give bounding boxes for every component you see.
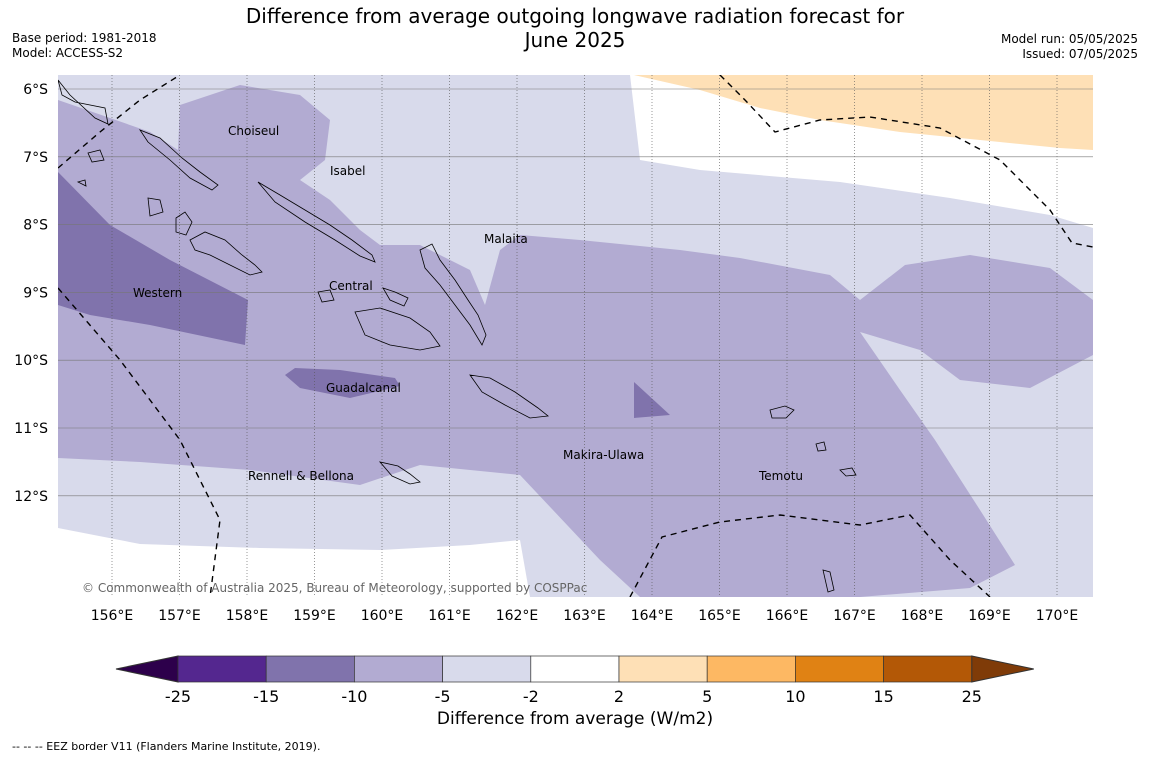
anomaly-region-strong-west — [58, 172, 248, 345]
colorbar-under-arrow — [115, 655, 179, 683]
colorbar-swatch — [618, 655, 708, 683]
forecast-map: Choiseul Isabel Malaita Western Central … — [14, 75, 1093, 624]
colorbar-tick-label: -5 — [435, 687, 451, 706]
longitude-tick-label: 157°E — [158, 608, 201, 624]
place-label-rennell-bellona: Rennell & Bellona — [248, 469, 354, 483]
longitude-tick-label: 163°E — [563, 608, 606, 624]
longitude-tick-label: 167°E — [833, 608, 876, 624]
meta-left: Base period: 1981-2018 Model: ACCESS-S2 — [12, 31, 157, 61]
gridlines — [58, 75, 1093, 597]
coastlines — [58, 79, 857, 593]
longitude-tick-label: 170°E — [1036, 608, 1079, 624]
latitude-tick-label: 8°S — [23, 218, 48, 234]
colorbar-tick-label: 2 — [614, 687, 624, 706]
eez-borders — [58, 75, 1093, 597]
eez-legend-note: -- -- -- EEZ border V11 (Flanders Marine… — [12, 740, 321, 753]
longitude-tick-label: 156°E — [91, 608, 134, 624]
longitude-tick-label: 164°E — [631, 608, 674, 624]
colorbar-swatch — [530, 655, 620, 683]
longitude-tick-label: 160°E — [361, 608, 404, 624]
title-line-1: Difference from average outgoing longwav… — [245, 4, 905, 28]
place-label-guadalcanal: Guadalcanal — [326, 381, 401, 395]
longitude-axis: 156°E 157°E 158°E 159°E 160°E 161°E 162°E 163°E… — [91, 608, 1079, 624]
latitude-tick-label: 6°S — [23, 82, 48, 98]
colorbar-swatch — [795, 655, 884, 683]
anomaly-region-medium — [58, 85, 1093, 597]
anomaly-fill-layer — [58, 75, 1093, 597]
latitude-tick-label: 10°S — [14, 353, 48, 369]
colorbar: -25 -15 -10 -5 -2 2 5 10 15 25 — [115, 655, 1034, 706]
longitude-tick-label: 165°E — [698, 608, 741, 624]
anomaly-region-strong-guadalcanal — [285, 368, 400, 398]
longitude-tick-label: 162°E — [496, 608, 539, 624]
longitude-tick-label: 166°E — [766, 608, 809, 624]
longitude-tick-label: 168°E — [901, 608, 944, 624]
map-title: Difference from average outgoing longwav… — [0, 4, 1150, 52]
colorbar-swatch — [177, 655, 267, 683]
colorbar-swatch — [265, 655, 355, 683]
place-label-choiseul: Choiseul — [228, 124, 279, 138]
longitude-tick-label: 161°E — [428, 608, 471, 624]
longitude-tick-label: 158°E — [226, 608, 269, 624]
title-line-2: June 2025 — [524, 28, 626, 52]
colorbar-over-arrow — [971, 655, 1034, 683]
place-label-western: Western — [133, 286, 182, 300]
issued-date: Issued: 07/05/2025 — [1022, 47, 1138, 61]
model-run: Model run: 05/05/2025 — [1000, 32, 1138, 46]
anomaly-region-neutral — [58, 528, 530, 597]
place-labels: Choiseul Isabel Malaita Western Central … — [133, 124, 803, 483]
colorbar-tick-label: -15 — [253, 687, 279, 706]
longitude-tick-label: 169°E — [968, 608, 1011, 624]
colorbar-swatch — [354, 655, 443, 683]
colorbar-tick-label: -10 — [341, 687, 367, 706]
place-label-central: Central — [329, 279, 373, 293]
model-name: Model: ACCESS-S2 — [12, 46, 124, 60]
colorbar-swatch — [883, 655, 973, 683]
place-label-makira-ulawa: Makira-Ulawa — [563, 448, 644, 462]
copyright-notice: © Commonwealth of Australia 2025, Bureau… — [82, 581, 587, 595]
colorbar-tick-label: 25 — [962, 687, 982, 706]
latitude-tick-label: 12°S — [14, 489, 48, 505]
colorbar-tick-label: -25 — [165, 687, 191, 706]
anomaly-region-positive — [634, 75, 1093, 150]
colorbar-label: Difference from average (W/m2) — [436, 709, 714, 729]
place-label-temotu: Temotu — [758, 469, 803, 483]
latitude-tick-label: 11°S — [14, 421, 48, 437]
latitude-axis: 6°S 7°S 8°S 9°S 10°S 11°S 12°S — [14, 82, 48, 505]
latitude-tick-label: 7°S — [23, 150, 48, 166]
colorbar-swatch — [706, 655, 796, 683]
colorbar-swatch — [442, 655, 532, 683]
meta-right: Model run: 05/05/2025 Issued: 07/05/2025 — [1001, 32, 1138, 62]
colorbar-tick-label: 10 — [785, 687, 805, 706]
colorbar-tick-label: 15 — [873, 687, 893, 706]
colorbar-tick-label: -2 — [523, 687, 539, 706]
place-label-malaita: Malaita — [484, 232, 528, 246]
longitude-tick-label: 159°E — [293, 608, 336, 624]
colorbar-tick-label: 5 — [702, 687, 712, 706]
base-period: Base period: 1981-2018 — [12, 31, 157, 45]
latitude-tick-label: 9°S — [23, 285, 48, 301]
place-label-isabel: Isabel — [330, 164, 365, 178]
